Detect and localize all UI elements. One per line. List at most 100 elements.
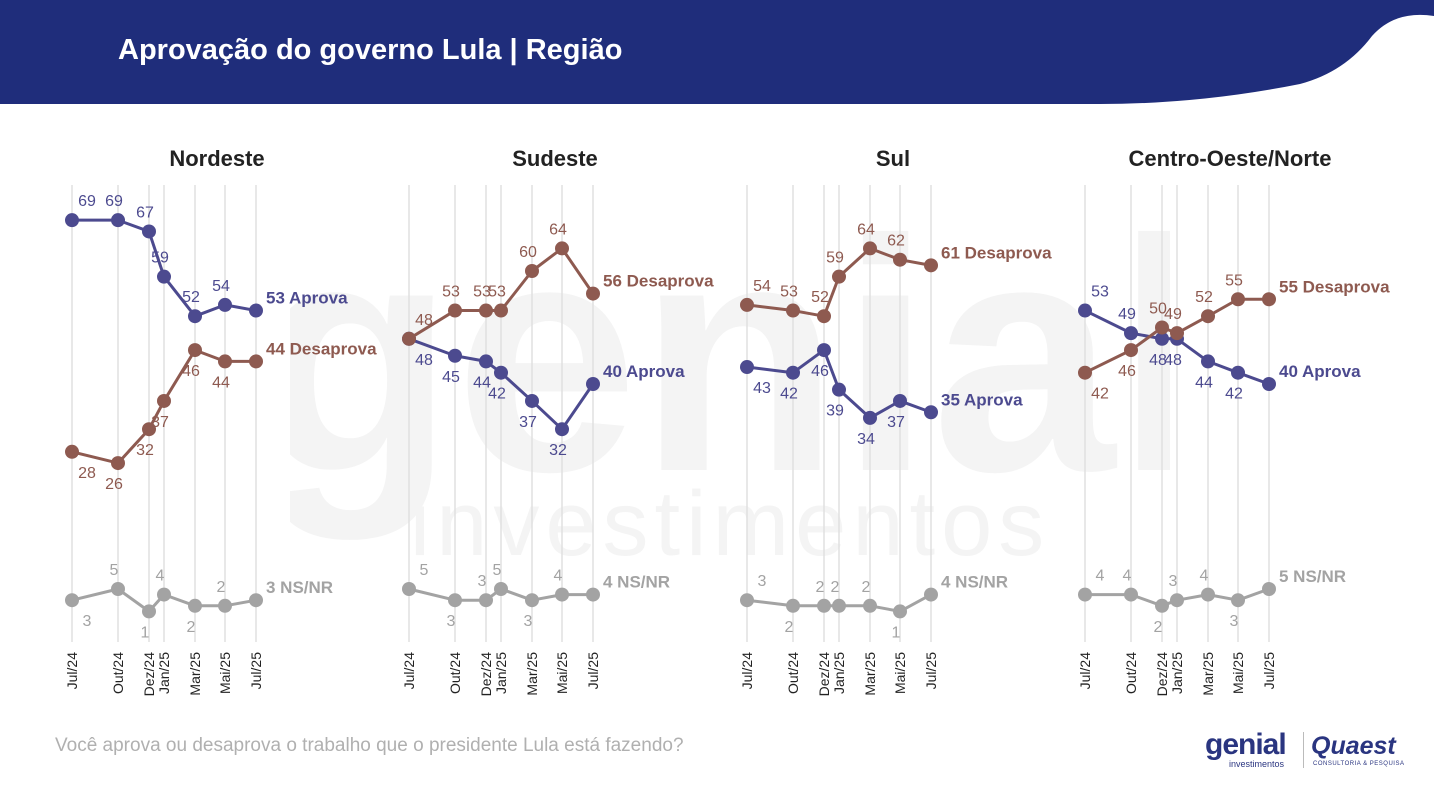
data-point-aprova [448, 348, 462, 363]
data-point-aprova [786, 365, 800, 380]
data-point-desaprova [1155, 320, 1169, 335]
data-point-aprova [817, 343, 831, 358]
watermark-line2: investimentos [410, 473, 1050, 575]
x-tick-label: Jan/25 [493, 652, 509, 694]
data-point-desaprova [817, 309, 831, 324]
panel-title-nordeste: Nordeste [169, 146, 265, 171]
quaest-logo: Quaest [1311, 732, 1396, 760]
data-label-aprova: 54 [212, 278, 230, 295]
data-label-nsnr: 3 [1169, 573, 1178, 590]
x-tick-label: Jul/24 [64, 652, 80, 690]
data-label-aprova: 48 [415, 352, 433, 369]
data-label-desaprova: 28 [78, 465, 96, 482]
data-point-desaprova [924, 258, 938, 273]
data-label-desaprova: 37 [151, 414, 169, 431]
data-point-nsnr [249, 593, 263, 608]
panel-title-sudeste: Sudeste [512, 146, 598, 171]
genial-logo-sub: investimentos [1229, 759, 1285, 769]
end-label-desaprova: 55 Desaprova [1279, 277, 1390, 296]
data-point-aprova [1262, 377, 1276, 391]
end-label-desaprova: 44 Desaprova [266, 339, 377, 358]
genial-logo: genial [1205, 728, 1287, 761]
data-point-desaprova [1231, 292, 1245, 307]
data-point-nsnr [786, 598, 800, 613]
x-tick-label: Jan/25 [156, 652, 172, 694]
data-label-nsnr: 5 [493, 562, 502, 579]
data-point-desaprova [586, 286, 600, 301]
x-tick-label: Mar/25 [524, 652, 540, 696]
data-point-nsnr [1231, 593, 1245, 608]
data-point-desaprova [494, 303, 508, 318]
panel-title-sul: Sul [875, 146, 911, 171]
data-point-desaprova [740, 297, 754, 312]
data-point-nsnr [188, 598, 202, 613]
end-label-nsnr: 5 NS/NR [1279, 567, 1346, 586]
data-label-nsnr: 3 [524, 613, 533, 630]
data-point-nsnr [1201, 587, 1215, 602]
data-label-nsnr: 5 [420, 562, 429, 579]
header-background [0, 0, 1434, 104]
data-label-nsnr: 3 [83, 613, 92, 630]
quaest-logo-sub: CONSULTORIA & PESQUISA [1313, 761, 1405, 767]
data-point-desaprova [402, 331, 416, 346]
x-tick-label: Dez/24 [478, 652, 494, 697]
data-point-desaprova [786, 303, 800, 318]
end-label-aprova: 40 Aprova [603, 362, 685, 381]
data-label-aprova: 39 [826, 403, 844, 420]
x-tick-label: Dez/24 [141, 652, 157, 697]
data-label-aprova: 42 [780, 386, 798, 403]
data-point-nsnr [1262, 582, 1276, 596]
data-label-desaprova: 53 [473, 284, 491, 301]
data-label-aprova: 32 [549, 442, 567, 459]
data-label-aprova: 49 [1118, 306, 1136, 323]
x-tick-label: Jul/24 [401, 652, 417, 690]
data-point-desaprova [111, 456, 125, 471]
data-label-nsnr: 4 [156, 568, 165, 585]
data-point-nsnr [586, 587, 600, 602]
data-label-aprova: 53 [1091, 284, 1109, 301]
data-label-desaprova: 54 [753, 278, 771, 295]
data-point-nsnr [157, 587, 171, 602]
data-point-desaprova [188, 343, 202, 358]
data-label-aprova: 69 [105, 193, 123, 210]
data-point-aprova [142, 224, 156, 239]
x-tick-label: Out/24 [785, 652, 801, 694]
x-tick-label: Dez/24 [1154, 652, 1170, 697]
data-label-desaprova: 49 [1164, 306, 1182, 323]
data-point-desaprova [479, 303, 493, 318]
data-point-aprova [65, 213, 79, 228]
data-point-aprova [924, 405, 938, 420]
data-point-aprova [1078, 303, 1092, 318]
data-point-desaprova [555, 241, 569, 256]
x-tick-label: Mar/25 [187, 652, 203, 696]
data-label-nsnr: 5 [110, 562, 119, 579]
data-label-aprova: 44 [1195, 374, 1213, 391]
x-tick-label: Mai/25 [217, 652, 233, 694]
data-label-nsnr: 4 [1123, 568, 1132, 585]
data-point-nsnr [832, 598, 846, 613]
data-point-nsnr [817, 598, 831, 613]
data-label-aprova: 37 [887, 414, 905, 431]
data-label-aprova: 42 [488, 386, 506, 403]
data-point-desaprova [249, 354, 263, 369]
data-point-nsnr [402, 582, 416, 596]
data-point-desaprova [448, 303, 462, 318]
data-label-desaprova: 42 [1091, 386, 1109, 403]
x-tick-label: Out/24 [1123, 652, 1139, 694]
data-label-aprova: 43 [753, 380, 771, 397]
data-label-desaprova: 62 [887, 233, 905, 250]
x-tick-label: Jul/25 [248, 652, 264, 690]
data-label-desaprova: 53 [780, 284, 798, 301]
data-point-nsnr [740, 593, 754, 608]
data-label-nsnr: 4 [1096, 568, 1105, 585]
data-label-desaprova: 46 [1118, 363, 1136, 380]
x-tick-label: Mar/25 [1200, 652, 1216, 696]
x-tick-label: Jul/25 [585, 652, 601, 690]
data-label-nsnr: 2 [187, 619, 196, 636]
data-point-nsnr [863, 598, 877, 613]
data-label-aprova: 37 [519, 414, 537, 431]
x-tick-label: Jan/25 [1169, 652, 1185, 694]
data-label-aprova: 59 [151, 250, 169, 267]
panel-title-centro-oeste-norte: Centro-Oeste/Norte [1128, 146, 1332, 171]
